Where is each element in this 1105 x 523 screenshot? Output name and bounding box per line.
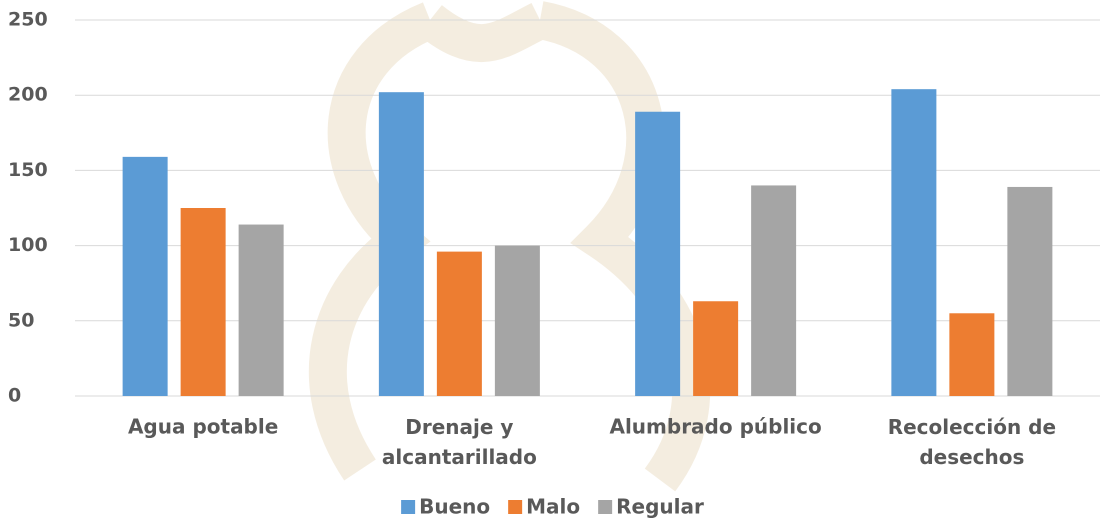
legend-label: Malo (526, 495, 580, 519)
y-tick-label: 0 (8, 385, 21, 407)
legend-label: Bueno (419, 495, 490, 519)
legend-swatch (401, 500, 415, 514)
bar (693, 301, 738, 396)
bar (379, 92, 424, 396)
bar (949, 313, 994, 396)
legend-swatch (508, 500, 522, 514)
y-tick-label: 100 (8, 234, 48, 256)
bar (123, 157, 168, 396)
bar (437, 252, 482, 396)
y-tick-label: 200 (8, 84, 48, 106)
bar (751, 185, 796, 396)
legend-swatch (598, 500, 612, 514)
y-tick-label: 250 (8, 9, 48, 31)
x-tick-label: Agua potable (128, 415, 278, 439)
x-tick-label: Alumbrado público (609, 415, 821, 439)
y-tick-label: 150 (8, 159, 48, 181)
legend-label: Regular (616, 495, 704, 519)
bar (181, 208, 226, 396)
bar (239, 225, 284, 396)
bar (891, 89, 936, 396)
legend: Bueno Malo Regular (401, 495, 704, 519)
chart: 0 50 100 150 200 250 Agua potable Drenaje yalca… (0, 0, 1105, 523)
bar (1007, 187, 1052, 396)
bar (495, 246, 540, 396)
bar (635, 112, 680, 396)
y-tick-label: 50 (8, 309, 34, 331)
